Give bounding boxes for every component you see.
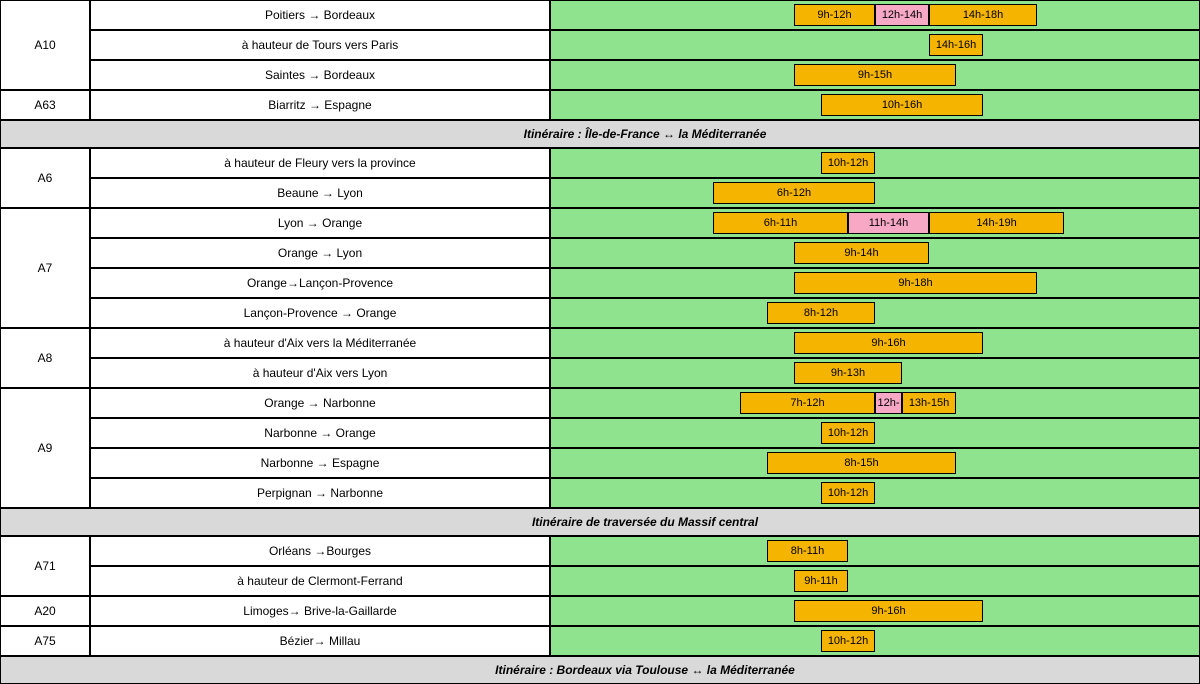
route-description: Perpignan → Narbonne — [90, 478, 550, 508]
timeline-cell: 9h-12h12h-14h14h-18h — [550, 0, 1200, 30]
traffic-bar: 6h-12h — [713, 182, 875, 204]
route-description: à hauteur d'Aix vers la Méditerranée — [90, 328, 550, 358]
route-description: Orange → Lyon — [90, 238, 550, 268]
traffic-bar: 6h-11h — [713, 212, 848, 234]
route-description: à hauteur d'Aix vers Lyon — [90, 358, 550, 388]
timeline-cell: 8h-11h — [550, 536, 1200, 566]
route-description: Saintes → Bordeaux — [90, 60, 550, 90]
traffic-bar: 8h-11h — [767, 540, 848, 562]
route-description: Beaune → Lyon — [90, 178, 550, 208]
section-header: Itinéraire de traversée du Massif centra… — [0, 508, 1200, 536]
timeline-cell: 9h-11h — [550, 566, 1200, 596]
route-description: Poitiers → Bordeaux — [90, 0, 550, 30]
timeline-cell: 9h-14h — [550, 238, 1200, 268]
traffic-bar: 7h-12h — [740, 392, 875, 414]
section-title: Itinéraire : Île-de-France ↔ la Méditerr… — [415, 127, 875, 141]
route-description: Lançon-Provence → Orange — [90, 298, 550, 328]
traffic-bar: 10h-16h — [821, 94, 983, 116]
timeline-cell: 10h-12h — [550, 148, 1200, 178]
timeline-cell: 8h-12h — [550, 298, 1200, 328]
timeline-cell: 14h-16h — [550, 30, 1200, 60]
section-header: Itinéraire : Bordeaux via Toulouse ↔ la … — [0, 656, 1200, 684]
route-code: A6 — [0, 148, 90, 208]
traffic-bar: 9h-14h — [794, 242, 929, 264]
traffic-bar: 12h-14h — [875, 4, 929, 26]
route-code: A75 — [0, 626, 90, 656]
route-code: A10 — [0, 0, 90, 90]
route-description: Bézier→ Millau — [90, 626, 550, 656]
route-description: Orange→Lançon-Provence — [90, 268, 550, 298]
traffic-bar: 9h-11h — [794, 570, 848, 592]
traffic-schedule-grid: A10Poitiers → Bordeaux9h-12h12h-14h14h-1… — [0, 0, 1200, 684]
traffic-bar: 10h-12h — [821, 630, 875, 652]
traffic-bar: 14h-19h — [929, 212, 1064, 234]
timeline-cell: 6h-11h11h-14h14h-19h — [550, 208, 1200, 238]
route-description: Limoges→ Brive-la-Gaillarde — [90, 596, 550, 626]
traffic-bar: 9h-16h — [794, 600, 983, 622]
route-description: Narbonne → Orange — [90, 418, 550, 448]
route-code: A7 — [0, 208, 90, 328]
route-code: A8 — [0, 328, 90, 388]
timeline-cell: 7h-12h12h-13h-15h — [550, 388, 1200, 418]
timeline-cell: 10h-16h — [550, 90, 1200, 120]
timeline-cell: 9h-16h — [550, 596, 1200, 626]
timeline-cell: 10h-12h — [550, 418, 1200, 448]
route-description: Orléans →Bourges — [90, 536, 550, 566]
timeline-cell: 9h-15h — [550, 60, 1200, 90]
traffic-bar: 10h-12h — [821, 152, 875, 174]
traffic-bar: 10h-12h — [821, 422, 875, 444]
traffic-bar: 11h-14h — [848, 212, 929, 234]
route-description: Narbonne → Espagne — [90, 448, 550, 478]
route-description: à hauteur de Fleury vers la province — [90, 148, 550, 178]
route-description: Biarritz → Espagne — [90, 90, 550, 120]
section-title: Itinéraire de traversée du Massif centra… — [415, 515, 875, 529]
route-description: à hauteur de Tours vers Paris — [90, 30, 550, 60]
traffic-bar: 8h-15h — [767, 452, 956, 474]
route-description: Orange → Narbonne — [90, 388, 550, 418]
timeline-cell: 9h-13h — [550, 358, 1200, 388]
traffic-bar: 10h-12h — [821, 482, 875, 504]
traffic-bar: 9h-16h — [794, 332, 983, 354]
timeline-cell: 9h-18h — [550, 268, 1200, 298]
traffic-bar: 9h-12h — [794, 4, 875, 26]
traffic-bar: 8h-12h — [767, 302, 875, 324]
timeline-cell: 10h-12h — [550, 478, 1200, 508]
section-header: Itinéraire : Île-de-France ↔ la Méditerr… — [0, 120, 1200, 148]
route-description: Lyon → Orange — [90, 208, 550, 238]
traffic-bar: 12h- — [875, 392, 902, 414]
timeline-cell: 9h-16h — [550, 328, 1200, 358]
route-code: A20 — [0, 596, 90, 626]
traffic-bar: 9h-18h — [794, 272, 1037, 294]
route-code: A63 — [0, 90, 90, 120]
traffic-bar: 9h-15h — [794, 64, 956, 86]
traffic-bar: 13h-15h — [902, 392, 956, 414]
timeline-cell: 8h-15h — [550, 448, 1200, 478]
timeline-cell: 10h-12h — [550, 626, 1200, 656]
timeline-cell: 6h-12h — [550, 178, 1200, 208]
route-code: A9 — [0, 388, 90, 508]
traffic-bar: 9h-13h — [794, 362, 902, 384]
traffic-bar: 14h-16h — [929, 34, 983, 56]
route-description: à hauteur de Clermont-Ferrand — [90, 566, 550, 596]
traffic-bar: 14h-18h — [929, 4, 1037, 26]
route-code: A71 — [0, 536, 90, 596]
